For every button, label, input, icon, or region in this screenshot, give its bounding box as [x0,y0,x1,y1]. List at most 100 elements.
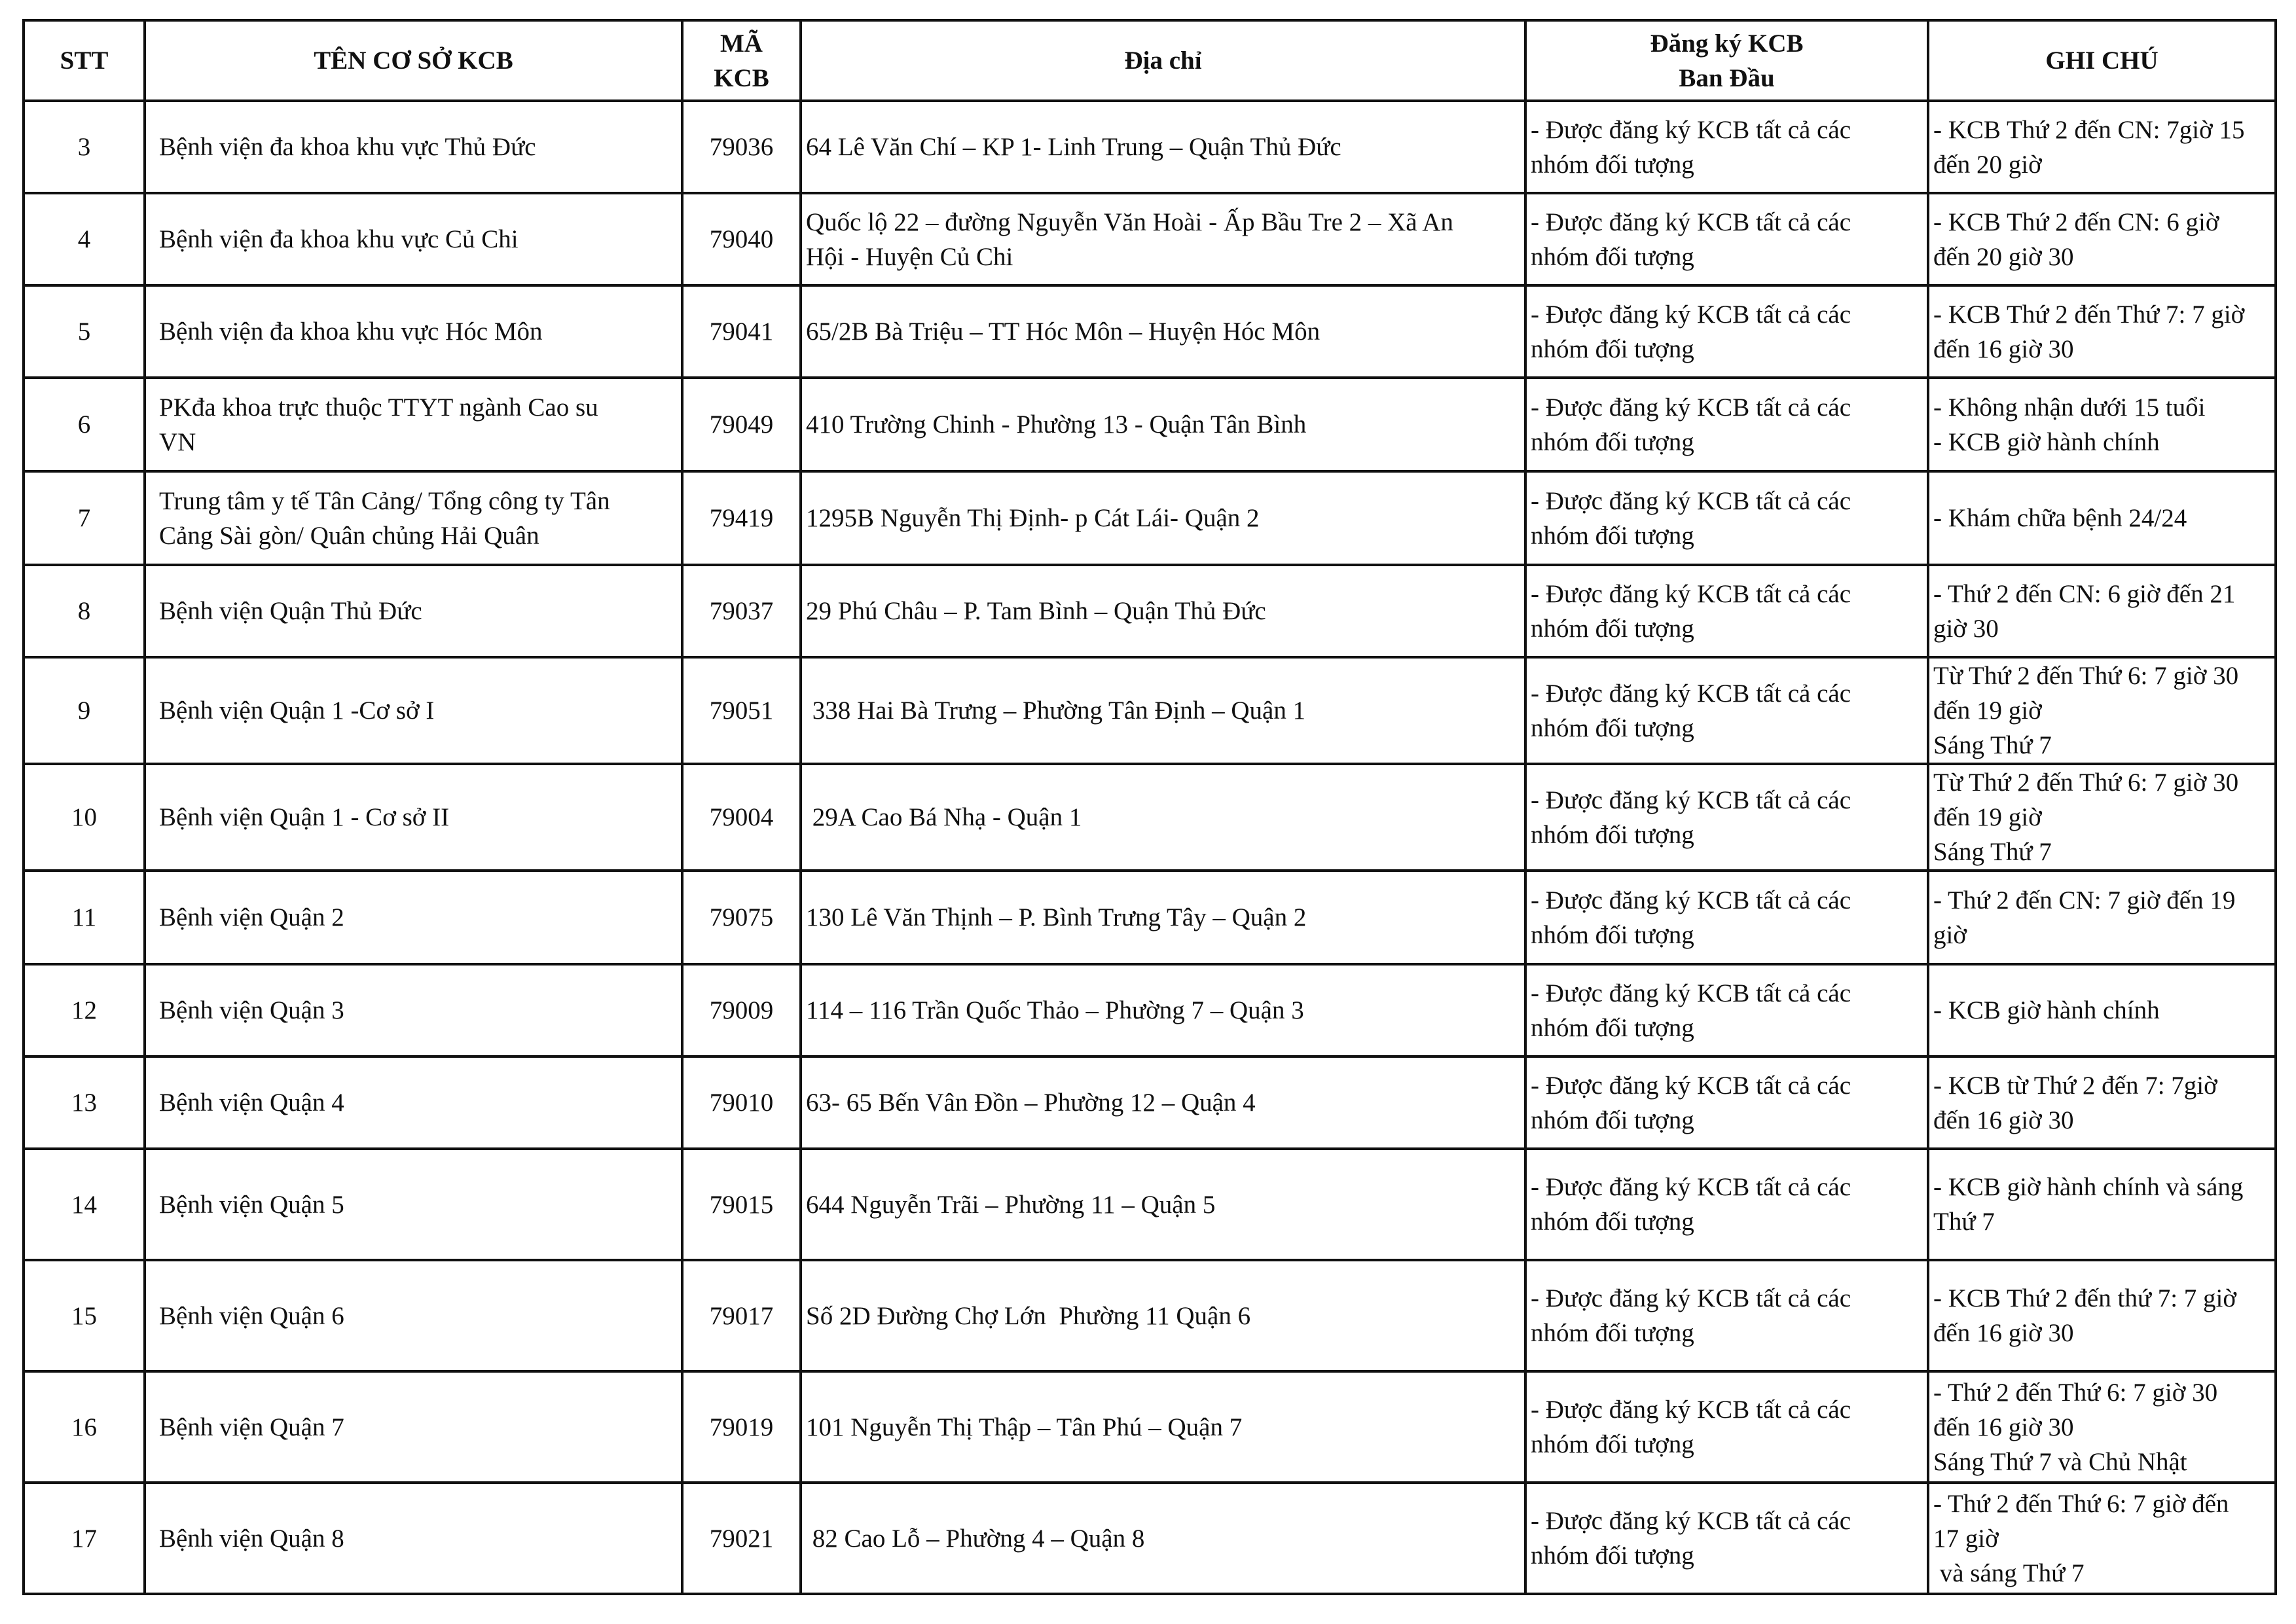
registration-cell-line: - Được đăng ký KCB tất cả các [1531,208,1851,236]
name-cell: Bệnh viện Quận 1 -Cơ sở I [143,656,683,765]
header-code-line: KCB [714,63,769,92]
registration-cell-line: nhóm đối tượng [1531,820,1694,849]
registration-cell-line: - Được đăng ký KCB tất cả các [1531,579,1851,608]
registration-cell-line: - Được đăng ký KCB tất cả các [1531,300,1851,329]
name-cell-line: Bệnh viện đa khoa khu vực Hóc Môn [159,317,543,346]
stt-cell: 15 [22,1259,146,1373]
header-row: STT TÊN CƠ SỞ KCB MÃ KCB Địa chỉ Đăng ký … [22,19,2277,102]
notes-cell-line: đến 20 giờ [1933,150,2042,179]
stt-cell: 3 [22,99,146,194]
notes-cell-line: - KCB Thứ 2 đến thứ 7: 7 giờ [1933,1284,2237,1312]
registration-cell: - Được đăng ký KCB tất cả các nhóm đối tư… [1524,376,1929,473]
registration-cell: - Được đăng ký KCB tất cả các nhóm đối tư… [1524,763,1929,872]
code-cell: 79036 [681,99,802,194]
name-cell-line: Bệnh viện đa khoa khu vực Thủ Đức [159,133,536,161]
name-cell: Bệnh viện Quận 6 [143,1259,683,1373]
table-row: 14 Bệnh viện Quận 5 79015 644 Nguyễn Trãi –… [22,1147,2277,1261]
registration-cell-line: - Được đăng ký KCB tất cả các [1531,886,1851,914]
name-cell: Bệnh viện Quận 7 [143,1370,683,1484]
table-row: 15 Bệnh viện Quận 6 79017 Số 2D Đường Chợ L… [22,1259,2277,1373]
address-cell-line: 82 Cao Lỗ – Phường 4 – Quận 8 [806,1524,1145,1553]
code-cell: 79419 [681,470,802,566]
address-cell: 64 Lê Văn Chí – KP 1- Linh Trung – Quận … [799,99,1527,194]
registration-cell-line: nhóm đối tượng [1531,1013,1694,1042]
name-cell: Bệnh viện đa khoa khu vực Hóc Môn [143,284,683,379]
notes-cell: - Thứ 2 đến CN: 6 giờ đến 21 giờ 30 [1927,564,2277,659]
name-cell-line: Bệnh viện Quận 1 - Cơ sở II [159,803,450,831]
address-cell-line: 1295B Nguyễn Thị Định- p Cát Lái- Quận 2 [806,504,1260,532]
notes-cell: - KCB Thứ 2 đến Thứ 7: 7 giờ đến 16 giờ 3… [1927,284,2277,379]
code-cell: 79019 [681,1370,802,1484]
notes-cell-line: - KCB Thứ 2 đến CN: 6 giờ [1933,208,2219,236]
name-cell-line: Bệnh viện đa khoa khu vực Củ Chi [159,225,519,253]
name-cell-line: Trung tâm y tế Tân Cảng/ Tổng công ty Tâ… [159,486,610,515]
registration-cell-line: - Được đăng ký KCB tất cả các [1531,1396,1851,1424]
code-cell: 79075 [681,869,802,965]
registration-cell: - Được đăng ký KCB tất cả các nhóm đối tư… [1524,1481,1929,1595]
name-cell-line: Bệnh viện Quận 8 [159,1524,344,1553]
registration-cell-line: - Được đăng ký KCB tất cả các [1531,1071,1851,1100]
name-cell-line: Bệnh viện Quận 5 [159,1190,344,1219]
address-cell-line: 410 Trường Chinh - Phường 13 - Quận Tân … [806,410,1307,439]
notes-cell-line: - Thứ 2 đến CN: 7 giờ đến 19 [1933,886,2236,914]
code-cell: 79017 [681,1259,802,1373]
stt-cell: 13 [22,1055,146,1150]
registration-cell-line: - Được đăng ký KCB tất cả các [1531,679,1851,708]
registration-cell: - Được đăng ký KCB tất cả các nhóm đối tư… [1524,564,1929,659]
notes-cell-line: - KCB giờ hành chính [1933,996,2160,1024]
notes-cell-line: giờ [1933,920,1967,949]
header-stt: STT [22,19,146,102]
notes-cell-line: Sáng Thứ 7 và Chủ Nhật [1933,1447,2187,1476]
notes-cell-line: Sáng Thứ 7 [1933,731,2052,759]
stt-cell: 14 [22,1147,146,1261]
registration-cell-line: - Được đăng ký KCB tất cả các [1531,979,1851,1007]
table-row: 8 Bệnh viện Quận Thủ Đức 79037 29 Phú Châu … [22,564,2277,659]
address-cell-line: Hội - Huyện Củ Chi [806,242,1013,271]
header-registration: Đăng ký KCB Ban Đầu [1524,19,1929,102]
notes-cell-line: và sáng Thứ 7 [1933,1559,2085,1587]
registration-cell: - Được đăng ký KCB tất cả các nhóm đối tư… [1524,1370,1929,1484]
address-cell-line: 29A Cao Bá Nhạ - Quận 1 [806,803,1082,831]
registration-cell-line: - Được đăng ký KCB tất cả các [1531,1284,1851,1312]
notes-cell-line: - KCB Thứ 2 đến Thứ 7: 7 giờ [1933,300,2245,329]
table-row: 17 Bệnh viện Quận 8 79021 82 Cao Lỗ – Phườ… [22,1481,2277,1595]
name-cell-line: Cảng Sài gòn/ Quân chủng Hải Quân [159,521,539,550]
notes-cell-line: - Khám chữa bệnh 24/24 [1933,504,2187,532]
notes-cell: - Thứ 2 đến CN: 7 giờ đến 19 giờ [1927,869,2277,965]
address-cell-line: Số 2D Đường Chợ Lớn Phường 11 Quận 6 [806,1301,1251,1330]
registration-cell-line: nhóm đối tượng [1531,1430,1694,1458]
address-cell-line: Quốc lộ 22 – đường Nguyễn Văn Hoài - Ấp … [806,208,1453,236]
stt-cell: 4 [22,192,146,287]
code-cell: 79021 [681,1481,802,1595]
address-cell-line: 114 – 116 Trần Quốc Thảo – Phường 7 – Qu… [806,996,1304,1024]
notes-cell-line: đến 16 giờ 30 [1933,334,2074,363]
address-cell: 82 Cao Lỗ – Phường 4 – Quận 8 [799,1481,1527,1595]
registration-cell-line: nhóm đối tượng [1531,427,1694,456]
name-cell-line: Bệnh viện Quận 7 [159,1413,344,1441]
address-cell-line: 65/2B Bà Triệu – TT Hóc Môn – Huyện Hóc … [806,317,1321,346]
name-cell-line: Bệnh viện Quận 2 [159,903,344,931]
notes-cell-line: đến 19 giờ [1933,696,2042,725]
address-cell: 644 Nguyễn Trãi – Phường 11 – Quận 5 [799,1147,1527,1261]
notes-cell-line: 17 giờ [1933,1524,1999,1553]
code-cell: 79015 [681,1147,802,1261]
registration-cell-line: - Được đăng ký KCB tất cả các [1531,115,1851,144]
stt-cell: 10 [22,763,146,872]
table-row: 6 PKđa khoa trực thuộc TTYT ngành Cao su V… [22,376,2277,473]
registration-cell: - Được đăng ký KCB tất cả các nhóm đối tư… [1524,869,1929,965]
code-cell: 79040 [681,192,802,287]
name-cell-line: Bệnh viện Quận 6 [159,1301,344,1330]
registration-cell: - Được đăng ký KCB tất cả các nhóm đối tư… [1524,656,1929,765]
stt-cell: 7 [22,470,146,566]
registration-cell-line: nhóm đối tượng [1531,1208,1694,1236]
notes-cell-line: - Thứ 2 đến Thứ 6: 7 giờ 30 [1933,1378,2218,1407]
address-cell-line: 64 Lê Văn Chí – KP 1- Linh Trung – Quận … [806,133,1341,161]
notes-cell: - KCB giờ hành chính [1927,963,2277,1058]
address-cell: 63- 65 Bến Vân Đồn – Phường 12 – Quận 4 [799,1055,1527,1150]
address-cell: 1295B Nguyễn Thị Định- p Cát Lái- Quận 2 [799,470,1527,566]
notes-cell-line: Thứ 7 [1933,1208,1995,1236]
registration-cell-line: nhóm đối tượng [1531,1542,1694,1570]
header-registration-line: Đăng ký KCB [1650,29,1804,58]
registration-cell-line: - Được đăng ký KCB tất cả các [1531,393,1851,422]
registration-cell-line: - Được đăng ký KCB tất cả các [1531,785,1851,814]
